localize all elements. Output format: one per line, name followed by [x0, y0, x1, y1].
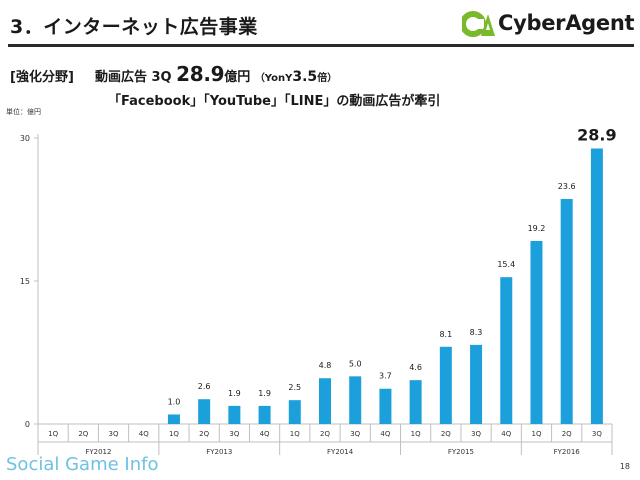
headline-prefix: 動画広告 3Q [94, 70, 172, 85]
x-group-label: FY2015 [448, 448, 474, 455]
x-category-label: 3Q [109, 430, 119, 438]
yoy-value: 3.5 [292, 69, 318, 85]
x-category-label: 2Q [320, 430, 330, 438]
bar-value-label: 23.6 [558, 182, 576, 191]
x-category-label: 1Q [411, 430, 421, 438]
y-tick-label: 15 [20, 277, 30, 286]
bar-value-label: 1.9 [258, 389, 271, 398]
x-category-label: 4Q [501, 430, 511, 438]
y-tick-label: 30 [20, 134, 30, 143]
x-group-label: FY2016 [554, 448, 581, 455]
bar [349, 376, 362, 424]
x-category-label: 2Q [199, 430, 209, 438]
bar [500, 277, 513, 424]
x-category-label: 3Q [592, 430, 602, 438]
title-rule [8, 44, 634, 47]
x-category-label: 1Q [531, 430, 541, 438]
bar-value-label: 8.3 [470, 328, 483, 337]
bar-value-label: 1.9 [228, 389, 241, 398]
bar [439, 346, 452, 424]
cyberagent-logo-text: CyberAgent [498, 11, 635, 35]
yoy-suffix: 倍） [317, 73, 338, 84]
bar [590, 148, 603, 424]
x-category-label: 2Q [562, 430, 572, 438]
bar [258, 405, 271, 424]
bar-value-label: 4.6 [409, 363, 422, 372]
bar [288, 400, 301, 424]
segment-label: [強化分野] [10, 70, 74, 85]
bar-value-label: 8.1 [439, 330, 452, 339]
cyberagent-logo-mark-icon [460, 11, 495, 37]
x-category-label: 2Q [441, 430, 451, 438]
headline-unit: 億円 [224, 70, 251, 85]
x-category-label: 4Q [260, 430, 270, 438]
bar [379, 388, 392, 424]
x-group-label: FY2012 [85, 448, 111, 455]
x-category-label: 3Q [229, 430, 239, 438]
x-category-label: 4Q [380, 430, 390, 438]
bar-value-label: 1.0 [168, 397, 181, 406]
bar [470, 344, 483, 424]
bar-value-label: 2.6 [198, 382, 211, 391]
bar-value-label: 28.9 [577, 125, 616, 144]
x-group-label: FY2013 [206, 448, 232, 455]
x-category-label: 3Q [471, 430, 481, 438]
x-category-label: 4Q [139, 430, 149, 438]
bar-value-label: 3.7 [379, 372, 392, 381]
y-tick-label: 0 [25, 420, 30, 429]
x-category-label: 1Q [290, 430, 300, 438]
x-category-label: 2Q [78, 430, 88, 438]
slide-title: 3．インターネット広告事業 [10, 16, 258, 38]
bar [409, 380, 422, 424]
x-category-label: 1Q [48, 430, 58, 438]
x-category-label: 3Q [350, 430, 360, 438]
page-number: 18 [619, 462, 630, 471]
yoy-prefix: （YonY [254, 73, 293, 84]
bar [319, 378, 331, 424]
bar [198, 399, 211, 424]
bar [228, 405, 241, 424]
bar-value-label: 5.0 [349, 359, 362, 368]
video-ad-revenue-chart: 0 15 30 FY2012 FY2013 FY2014 FY2015 FY2016 1Q 2Q 3… [20, 125, 617, 455]
bar-value-label: 15.4 [497, 260, 515, 269]
subheadline: 「Facebook」「YouTube」「LINE」の動画広告が牽引 [108, 94, 441, 109]
bar [167, 414, 180, 424]
headline-value: 28.9 [176, 62, 225, 86]
x-group-label: FY2014 [327, 448, 354, 455]
headline: [強化分野] 動画広告 3Q 28.9億円 （YonY3.5倍） [10, 62, 337, 86]
watermark: Social Game Info [6, 454, 159, 475]
bar [530, 240, 543, 424]
bar-value-label: 19.2 [528, 224, 546, 233]
x-category-label: 1Q [169, 430, 179, 438]
bar-value-label: 4.8 [319, 361, 332, 370]
bar [560, 199, 573, 424]
bar-value-label: 2.5 [288, 383, 301, 392]
unit-label: 単位：億円 [6, 108, 41, 116]
cyberagent-logo: CyberAgent [460, 10, 635, 40]
